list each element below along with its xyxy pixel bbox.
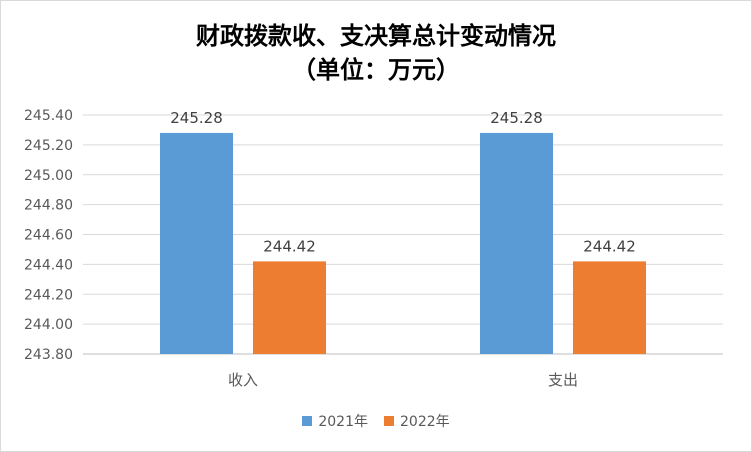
chart-subtitle: （单位：万元） xyxy=(292,55,460,84)
legend-swatch-2021 xyxy=(302,416,313,426)
category-label-1: 支出 xyxy=(548,371,578,389)
legend: 2021年 2022年 xyxy=(1,411,751,431)
legend-label-2022: 2022年 xyxy=(400,414,450,430)
legend-item-2022: 2022年 xyxy=(384,411,450,431)
bar-series1-cat0 xyxy=(253,261,326,354)
chart-title: 财政拨款收、支决算总计变动情况 xyxy=(196,21,556,50)
bar-series0-cat0 xyxy=(160,132,233,354)
bar-series0-cat1 xyxy=(480,132,553,354)
category-label-0: 收入 xyxy=(228,371,258,389)
y-tick-label-6: 245.00 xyxy=(24,168,73,184)
legend-swatch-2022 xyxy=(384,416,394,426)
data-label-series0-cat0: 245.28 xyxy=(170,109,223,127)
y-tick-label-2: 244.20 xyxy=(24,287,73,303)
y-tick-label-3: 244.40 xyxy=(24,257,73,273)
y-tick-label-0: 243.80 xyxy=(24,347,73,363)
bar-series1-cat1 xyxy=(573,261,646,354)
y-tick-label-1: 244.00 xyxy=(24,317,73,333)
y-tick-label-4: 244.60 xyxy=(24,228,73,244)
data-label-series0-cat1: 245.28 xyxy=(490,109,543,127)
data-label-series1-cat1: 244.42 xyxy=(583,237,636,255)
data-label-series1-cat0: 244.42 xyxy=(263,237,316,255)
y-tick-label-8: 245.40 xyxy=(24,108,73,124)
legend-label-2021: 2021年 xyxy=(318,414,368,430)
legend-item-2021: 2021年 xyxy=(302,411,368,431)
y-tick-label-5: 244.80 xyxy=(24,198,73,214)
y-tick-label-7: 245.20 xyxy=(24,138,73,154)
